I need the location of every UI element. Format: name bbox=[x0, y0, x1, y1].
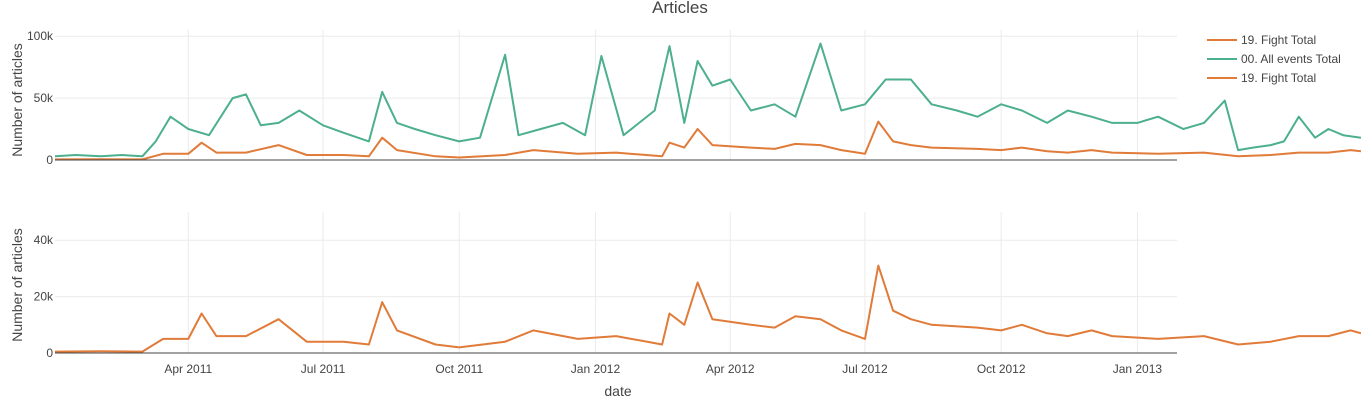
x-axis-title: date bbox=[604, 383, 631, 399]
x-tick-label: Jul 2012 bbox=[842, 362, 888, 376]
legend-label: 00. All events Total bbox=[1241, 52, 1341, 66]
y-tick-label: 20k bbox=[34, 290, 54, 304]
axes-layer: 0 50k 100k 0 20k 40k Apr 2011 Jul 2011 Oct 2011 J… bbox=[27, 29, 1177, 376]
legend-item[interactable]: 00. All events Total bbox=[1207, 52, 1341, 66]
series-line bbox=[54, 264, 1361, 353]
series-line bbox=[54, 42, 1361, 158]
y-axis-title-bottom: Number of articles bbox=[9, 228, 25, 342]
x-tick-label: Jul 2011 bbox=[301, 362, 346, 376]
grid-layer bbox=[55, 30, 1177, 353]
x-tick-label: Jan 2012 bbox=[571, 362, 621, 376]
x-tick-label: Jan 2013 bbox=[1113, 362, 1163, 376]
legend-item[interactable]: 19. Fight Total bbox=[1207, 33, 1316, 47]
x-tick-label: Oct 2011 bbox=[435, 362, 483, 376]
x-tick-label: Apr 2011 bbox=[164, 362, 212, 376]
chart-title: Articles bbox=[652, 0, 708, 17]
series-layer bbox=[54, 42, 1361, 353]
legend[interactable]: 19. Fight Total 00. All events Total 19.… bbox=[1207, 33, 1341, 85]
y-tick-label: 0 bbox=[46, 346, 53, 360]
legend-label: 19. Fight Total bbox=[1241, 71, 1316, 85]
y-tick-label: 50k bbox=[34, 91, 54, 105]
y-tick-label: 0 bbox=[46, 153, 53, 167]
y-tick-label: 40k bbox=[34, 233, 54, 247]
y-tick-label: 100k bbox=[27, 29, 54, 43]
series-line bbox=[54, 120, 1361, 161]
x-tick-label: Oct 2012 bbox=[977, 362, 1026, 376]
y-axis-title-top: Number of articles bbox=[9, 43, 25, 157]
legend-label: 19. Fight Total bbox=[1241, 33, 1316, 47]
x-tick-label: Apr 2012 bbox=[706, 362, 755, 376]
legend-item[interactable]: 19. Fight Total bbox=[1207, 71, 1316, 85]
